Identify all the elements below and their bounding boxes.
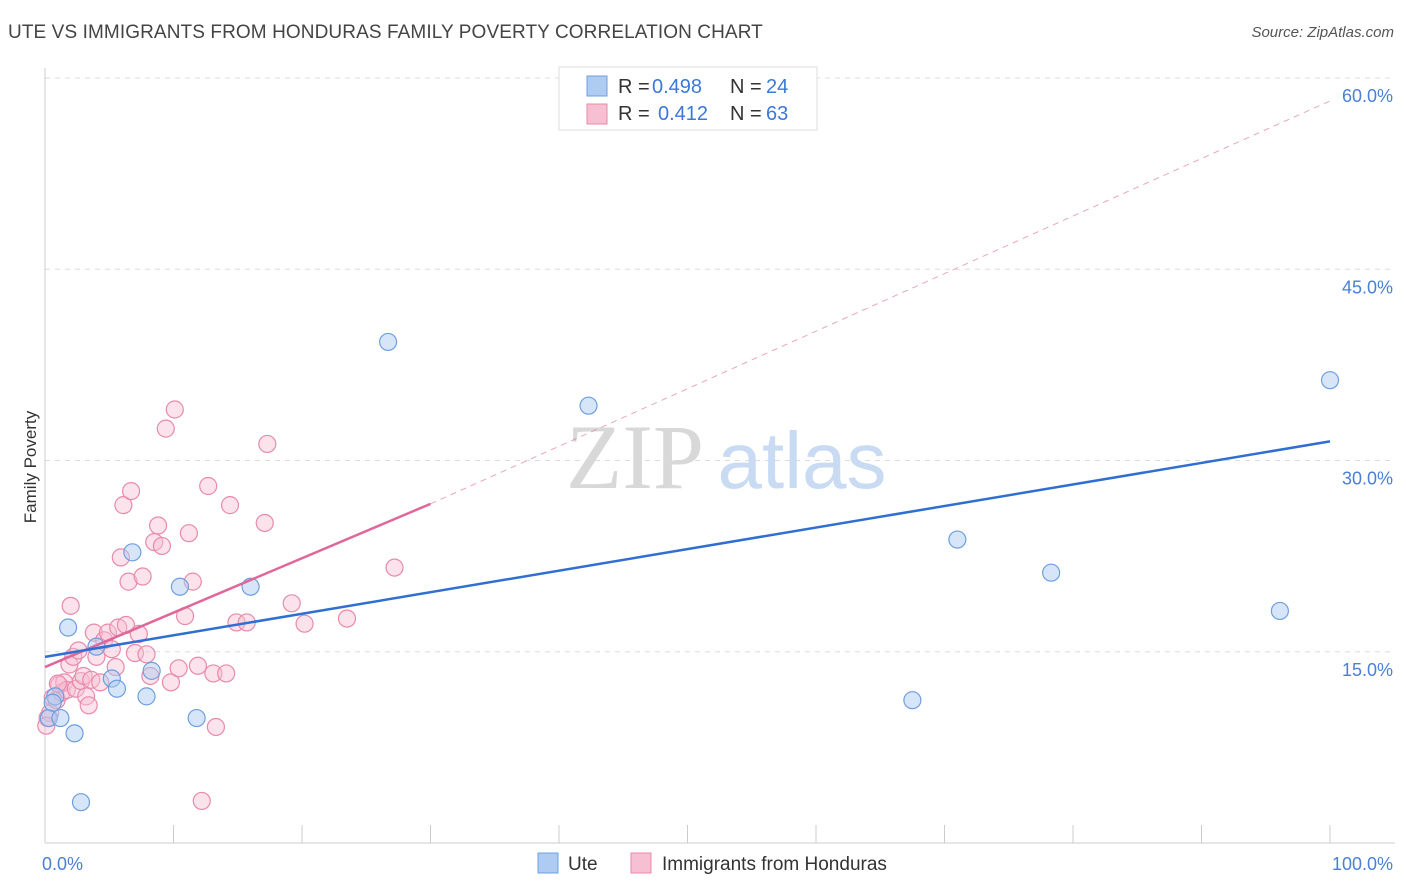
point-ute	[137, 687, 156, 706]
point-ute	[378, 332, 398, 352]
watermark: ZIP atlas	[566, 406, 886, 508]
legend-honduras-swatch	[586, 103, 608, 125]
point-honduras	[152, 536, 172, 556]
legend-bottom-honduras-label: Immigrants from Honduras	[662, 854, 887, 875]
point-honduras	[255, 513, 274, 533]
point-honduras	[199, 476, 218, 496]
point-ute	[71, 793, 91, 812]
legend-top: R = 0.498 N = 24 R = 0.412 N = 63	[558, 66, 818, 131]
legend-bottom-honduras-swatch	[630, 852, 652, 874]
point-honduras	[179, 524, 199, 543]
point-ute	[903, 691, 922, 710]
legend-bottom-ute-label: Ute	[568, 854, 598, 875]
point-honduras	[220, 496, 240, 515]
point-honduras	[165, 400, 184, 419]
legend-ute-n-label: N =	[730, 76, 762, 98]
legend-honduras-n-label: N =	[730, 103, 762, 125]
point-honduras	[61, 596, 80, 615]
legend-honduras-n-value: 63	[766, 103, 788, 125]
legend-ute-swatch	[586, 75, 608, 97]
point-honduras	[161, 673, 181, 692]
point-ute	[59, 618, 78, 637]
trend-ute	[44, 440, 1331, 659]
legend-honduras-r-label: R =	[618, 103, 650, 125]
x-tick-label: 100.0%	[1332, 854, 1393, 874]
trend-lines	[44, 100, 1331, 669]
watermark-zip: ZIP	[566, 406, 704, 508]
legend-ute-n-value: 24	[766, 76, 788, 98]
watermark-atlas: atlas	[718, 416, 887, 505]
point-ute	[579, 396, 598, 415]
point-honduras	[295, 614, 314, 633]
point-ute	[51, 708, 70, 728]
point-ute	[1042, 563, 1061, 582]
point-honduras	[102, 640, 121, 659]
point-honduras	[121, 482, 141, 501]
point-honduras	[258, 434, 277, 454]
point-honduras	[137, 645, 156, 664]
legend-ute-r-label: R =	[618, 76, 650, 98]
point-honduras	[385, 558, 404, 577]
point-honduras	[148, 516, 168, 535]
point-honduras	[125, 643, 145, 663]
point-honduras	[188, 656, 208, 675]
point-honduras	[192, 791, 211, 811]
point-ute	[170, 577, 190, 596]
chart-title: UTE VS IMMIGRANTS FROM HONDURAS FAMILY P…	[8, 22, 763, 43]
grid-lines	[45, 77, 1395, 653]
legend-bottom-ute-swatch	[537, 852, 559, 874]
y-tick-label: 60.0%	[1342, 86, 1393, 106]
y-tick-label: 15.0%	[1342, 660, 1393, 680]
point-ute	[1270, 601, 1289, 621]
point-ute	[1320, 371, 1340, 390]
point-ute	[187, 708, 206, 728]
point-honduras	[204, 664, 223, 683]
y-axis-title: Family Poverty	[21, 410, 40, 523]
legend-honduras-r-value: 0.412	[658, 103, 708, 125]
chart-source: Source: ZipAtlas.com	[1251, 24, 1394, 41]
point-honduras	[282, 594, 301, 613]
point-honduras	[133, 567, 152, 586]
point-honduras	[156, 419, 175, 438]
x-tick-label: 0.0%	[42, 854, 83, 874]
point-ute	[107, 679, 127, 698]
point-honduras	[217, 664, 236, 683]
point-honduras	[79, 696, 98, 715]
legend-bottom: Ute Immigrants from Honduras	[537, 852, 887, 875]
point-ute	[65, 724, 84, 743]
point-honduras	[169, 659, 188, 678]
point-honduras	[119, 572, 138, 591]
point-honduras	[337, 609, 357, 628]
legend-ute-r-value: 0.498	[652, 76, 702, 98]
point-ute	[948, 530, 967, 549]
trend-honduras	[44, 502, 431, 669]
point-ute	[123, 543, 142, 562]
y-tick-label: 30.0%	[1342, 469, 1393, 489]
y-tick-label: 45.0%	[1342, 277, 1393, 297]
point-ute	[43, 693, 62, 712]
point-honduras	[206, 717, 226, 737]
point-honduras	[114, 496, 133, 515]
point-ute	[142, 661, 161, 680]
